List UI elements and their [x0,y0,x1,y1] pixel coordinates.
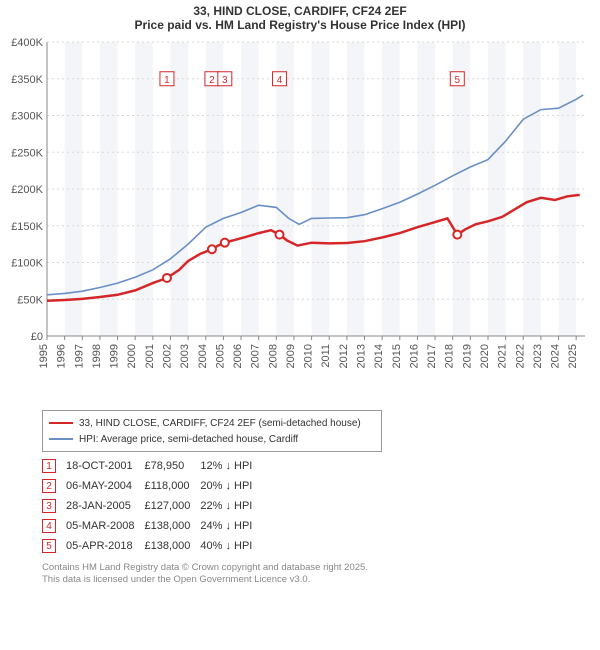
svg-text:2009: 2009 [285,344,297,368]
svg-text:1997: 1997 [73,344,85,368]
legend-item-property: 33, HIND CLOSE, CARDIFF, CF24 2EF (semi-… [49,415,375,431]
tx-date: 28-JAN-2005 [66,496,144,516]
svg-text:1: 1 [164,75,170,86]
svg-text:2002: 2002 [161,344,173,368]
tx-delta: 24% ↓ HPI [200,516,262,536]
title-line1: 33, HIND CLOSE, CARDIFF, CF24 2EF [0,4,600,18]
svg-text:2010: 2010 [303,344,315,368]
svg-text:2001: 2001 [144,344,156,368]
svg-text:2: 2 [209,75,215,86]
legend-swatch-property [49,422,73,424]
svg-text:3: 3 [222,75,228,86]
svg-text:£200K: £200K [11,184,43,196]
svg-text:2014: 2014 [373,344,385,368]
svg-text:2017: 2017 [426,344,438,368]
legend-label-hpi: HPI: Average price, semi-detached house,… [79,434,298,445]
tx-marker-icon: 5 [42,539,56,553]
table-row: 1 18-OCT-2001£78,95012% ↓ HPI [42,456,262,476]
tx-delta: 20% ↓ HPI [200,476,262,496]
svg-text:£100K: £100K [11,258,43,270]
tx-price: £118,000 [144,476,200,496]
legend-label-property: 33, HIND CLOSE, CARDIFF, CF24 2EF (semi-… [79,418,361,429]
price-chart: £0 £50K £100K £150K £200K £250K £300K £350K £400… [5,34,595,404]
svg-text:2004: 2004 [197,344,209,368]
svg-text:2013: 2013 [356,344,368,368]
tx-price: £138,000 [144,536,200,556]
svg-text:2016: 2016 [408,344,420,368]
footer-line2: This data is licensed under the Open Gov… [42,574,600,586]
svg-text:£150K: £150K [11,221,43,233]
svg-text:5: 5 [455,75,461,86]
svg-text:2005: 2005 [214,344,226,368]
svg-text:2008: 2008 [267,344,279,368]
tx-price: £138,000 [144,516,200,536]
svg-text:2012: 2012 [338,344,350,368]
svg-text:£0: £0 [31,331,43,343]
svg-text:2006: 2006 [232,344,244,368]
svg-text:2021: 2021 [497,344,509,368]
tx-marker-icon: 4 [42,519,56,533]
svg-text:2025: 2025 [567,344,579,368]
tx-price: £78,950 [144,456,200,476]
svg-text:2022: 2022 [514,344,526,368]
svg-text:2024: 2024 [550,344,562,368]
tx-marker-icon: 1 [42,459,56,473]
tx-marker-icon: 2 [42,479,56,493]
svg-text:2023: 2023 [532,344,544,368]
svg-text:2003: 2003 [179,344,191,368]
legend: 33, HIND CLOSE, CARDIFF, CF24 2EF (semi-… [42,410,382,452]
tx-delta: 40% ↓ HPI [200,536,262,556]
legend-swatch-hpi [49,438,73,440]
svg-text:2007: 2007 [250,344,262,368]
chart-title-block: 33, HIND CLOSE, CARDIFF, CF24 2EF Price … [0,0,600,34]
legend-item-hpi: HPI: Average price, semi-detached house,… [49,431,375,447]
footer-line1: Contains HM Land Registry data © Crown c… [42,562,600,574]
svg-text:1998: 1998 [91,344,103,368]
table-row: 2 06-MAY-2004£118,00020% ↓ HPI [42,476,262,496]
svg-text:2020: 2020 [479,344,491,368]
svg-text:2018: 2018 [444,344,456,368]
svg-text:£400K: £400K [11,37,43,49]
table-row: 4 05-MAR-2008£138,00024% ↓ HPI [42,516,262,536]
svg-text:£250K: £250K [11,147,43,159]
svg-text:2015: 2015 [391,344,403,368]
chart-area: £0 £50K £100K £150K £200K £250K £300K £350K £400… [5,34,595,404]
svg-text:£300K: £300K [11,111,43,123]
tx-delta: 22% ↓ HPI [200,496,262,516]
svg-text:4: 4 [277,75,283,86]
tx-date: 05-MAR-2008 [66,516,144,536]
tx-date: 05-APR-2018 [66,536,144,556]
footer-attribution: Contains HM Land Registry data © Crown c… [42,562,600,586]
title-line2: Price paid vs. HM Land Registry's House … [0,18,600,32]
table-row: 3 28-JAN-2005£127,00022% ↓ HPI [42,496,262,516]
svg-text:£350K: £350K [11,74,43,86]
table-row: 5 05-APR-2018£138,00040% ↓ HPI [42,536,262,556]
svg-text:2000: 2000 [126,344,138,368]
transactions-table: 1 18-OCT-2001£78,95012% ↓ HPI 2 06-MAY-2004… [42,456,262,556]
svg-text:2011: 2011 [320,344,332,368]
svg-text:1996: 1996 [56,344,68,368]
tx-date: 18-OCT-2001 [66,456,144,476]
svg-text:1995: 1995 [38,344,50,368]
tx-date: 06-MAY-2004 [66,476,144,496]
svg-text:£50K: £50K [17,294,43,306]
tx-delta: 12% ↓ HPI [200,456,262,476]
svg-text:1999: 1999 [109,344,121,368]
svg-text:2019: 2019 [461,344,473,368]
tx-marker-icon: 3 [42,499,56,513]
tx-price: £127,000 [144,496,200,516]
